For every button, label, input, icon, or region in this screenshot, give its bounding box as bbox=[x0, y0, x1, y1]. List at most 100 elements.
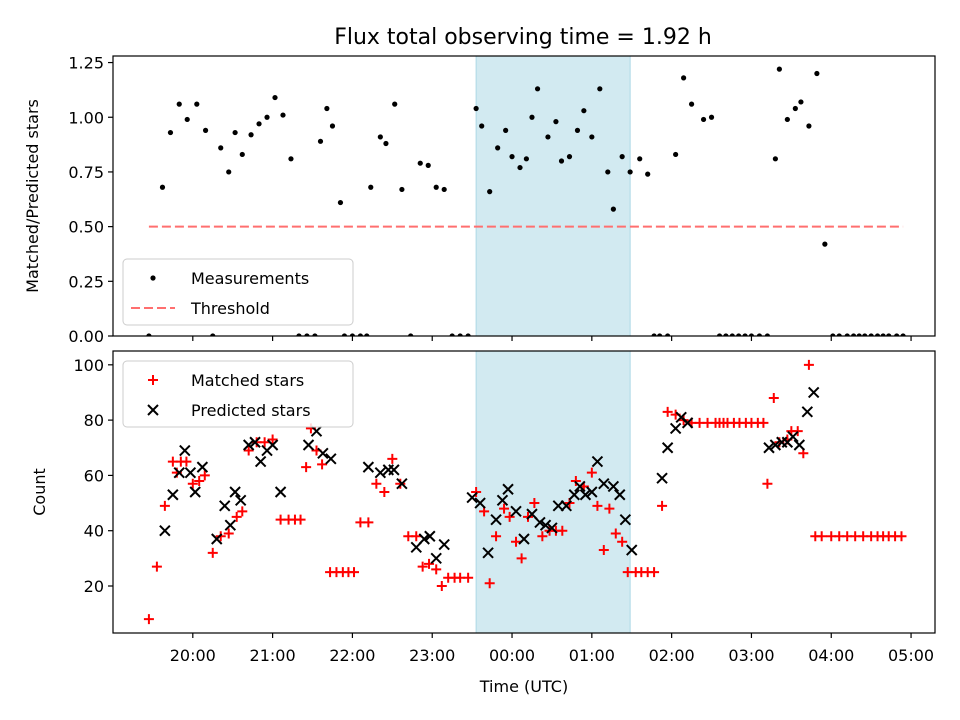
predicted-star-point bbox=[249, 436, 261, 448]
marker-layer bbox=[146, 66, 906, 336]
predicted-star-point bbox=[274, 486, 287, 498]
matched-star-point bbox=[529, 498, 540, 509]
matched-star-point bbox=[387, 453, 398, 464]
matched-star-point bbox=[598, 545, 609, 556]
predicted-star-point bbox=[681, 417, 694, 429]
predicted-star-point bbox=[317, 447, 329, 460]
measurement-point bbox=[736, 333, 742, 336]
measurement-point bbox=[272, 94, 278, 101]
axes-frame bbox=[112, 55, 936, 337]
legend-entry-label: Threshold bbox=[190, 299, 270, 318]
x-tick-label: 03:00 bbox=[728, 646, 774, 665]
measurement-point bbox=[748, 333, 755, 336]
y-tick-label: 0.25 bbox=[68, 272, 104, 291]
legend-entry-label: Matched stars bbox=[191, 371, 304, 390]
matched-star-point bbox=[424, 558, 435, 569]
measurement-point bbox=[304, 333, 310, 336]
predicted-star-point bbox=[430, 552, 442, 565]
legend-box bbox=[122, 360, 354, 428]
shaded-span bbox=[475, 350, 631, 634]
measurement-point bbox=[566, 154, 573, 160]
predicted-star-point bbox=[787, 430, 799, 443]
y-tick-label: 20 bbox=[84, 577, 104, 596]
measurement-point bbox=[167, 129, 174, 136]
measurement-point bbox=[610, 206, 616, 212]
measurement-point bbox=[581, 108, 587, 114]
measurement-point bbox=[868, 333, 874, 336]
predicted-star-point bbox=[626, 544, 638, 556]
predicted-star-point bbox=[374, 466, 387, 479]
measurement-point bbox=[441, 186, 447, 193]
legend-matched-marker bbox=[148, 375, 158, 385]
predicted-star-point bbox=[234, 494, 247, 507]
predicted-star-point bbox=[661, 442, 674, 454]
matched-star-point bbox=[484, 578, 495, 589]
predicted-star-point bbox=[669, 422, 682, 435]
predicted-star-point bbox=[388, 464, 400, 476]
matched-star-point bbox=[295, 514, 306, 525]
matched-star-point bbox=[617, 536, 628, 547]
predicted-star-point bbox=[539, 519, 552, 531]
measurement-point bbox=[449, 333, 455, 336]
matched-star-point bbox=[417, 561, 428, 572]
measurement-point bbox=[545, 134, 551, 140]
matched-star-point bbox=[516, 553, 527, 564]
measurement-point bbox=[324, 105, 330, 112]
predicted-star-point bbox=[763, 442, 775, 454]
matched-star-point bbox=[511, 536, 522, 547]
matched-star-point bbox=[371, 478, 382, 489]
predicted-star-point bbox=[546, 522, 558, 534]
y-axis-label: Count bbox=[30, 468, 49, 516]
predicted-star-point bbox=[607, 480, 620, 493]
matched-star-point bbox=[436, 581, 447, 591]
measurement-point bbox=[288, 156, 294, 162]
measurement-point bbox=[312, 333, 318, 336]
matched-star-point bbox=[223, 528, 234, 539]
measurement-point bbox=[146, 333, 152, 336]
predicted-star-point bbox=[219, 500, 231, 512]
measurement-point bbox=[210, 333, 216, 336]
measurement-point bbox=[856, 333, 862, 336]
measurement-point bbox=[534, 86, 541, 92]
x-tick-label: 05:00 bbox=[888, 646, 934, 665]
predicted-star-point bbox=[325, 453, 337, 465]
measurement-point bbox=[329, 123, 336, 129]
matched-star-point bbox=[604, 503, 615, 514]
measurement-point bbox=[589, 134, 595, 140]
bottom-panel: 20 40 60 80 100 20:00 21:00 22:00 23:00 00:00 01:0… bbox=[30, 350, 936, 696]
matched-star-point bbox=[816, 531, 827, 542]
measurement-point bbox=[495, 145, 501, 151]
measurement-point bbox=[159, 184, 166, 190]
matched-star-point bbox=[896, 531, 907, 542]
predicted-star-point bbox=[510, 505, 522, 518]
measurement-point bbox=[605, 169, 611, 175]
predicted-star-point bbox=[242, 439, 255, 451]
measurement-point bbox=[742, 333, 748, 336]
predicted-star-point bbox=[211, 533, 223, 545]
matched-star-point bbox=[657, 500, 668, 511]
legend-box bbox=[122, 258, 354, 326]
measurement-point bbox=[239, 151, 245, 158]
matched-star-point bbox=[557, 525, 568, 536]
measurement-point bbox=[574, 127, 581, 133]
measurement-point bbox=[756, 333, 763, 336]
predicted-star-point bbox=[793, 439, 806, 451]
matched-star-point bbox=[431, 564, 442, 575]
measurement-point bbox=[806, 123, 812, 129]
measurement-point bbox=[880, 333, 886, 336]
measurement-point bbox=[317, 138, 324, 144]
measurement-point bbox=[408, 333, 414, 336]
axes-frame bbox=[112, 350, 936, 634]
measurement-point bbox=[836, 333, 842, 336]
measurement-point bbox=[176, 101, 182, 107]
predicted-star-point bbox=[568, 489, 580, 501]
measurement-point bbox=[729, 333, 735, 336]
measurement-point bbox=[392, 101, 398, 107]
matched-star-point bbox=[199, 470, 210, 481]
measurement-point bbox=[708, 114, 715, 120]
predicted-star-point bbox=[159, 524, 171, 537]
matched-star-point bbox=[649, 567, 660, 578]
matched-star-point bbox=[758, 417, 769, 428]
predicted-star-point bbox=[619, 513, 632, 526]
top-panel: 0.00 0.25 0.50 0.75 1.00 1.25 Matched/Predicte… bbox=[23, 54, 936, 346]
